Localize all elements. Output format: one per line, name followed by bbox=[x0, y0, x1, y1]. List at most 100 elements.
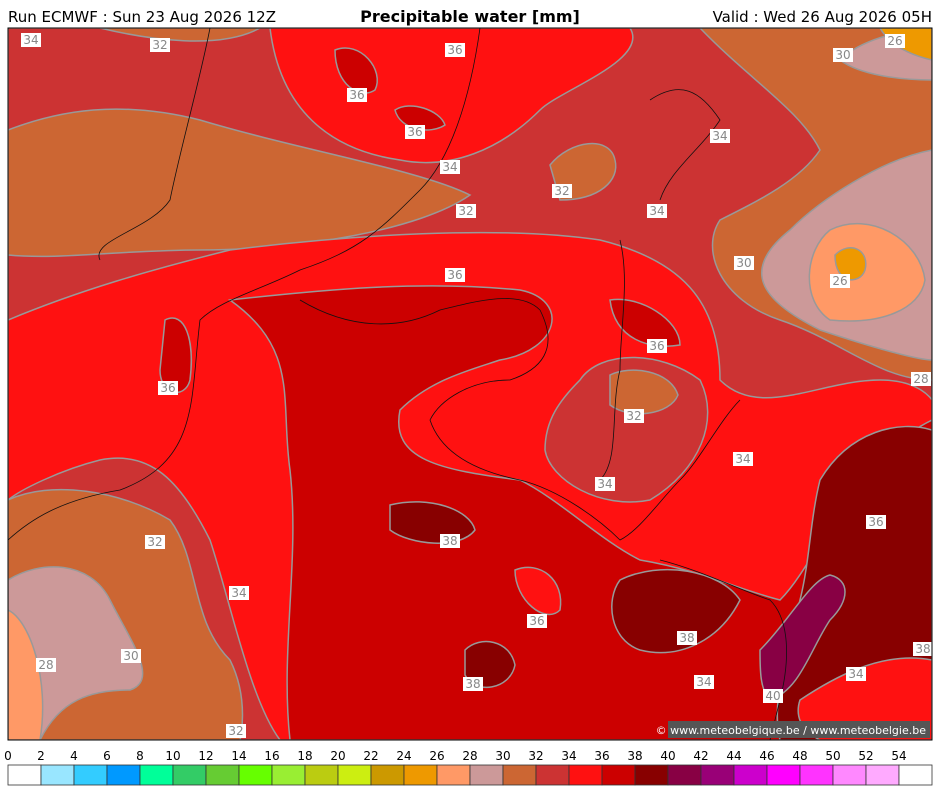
contour-label: 38 bbox=[465, 677, 480, 691]
contour-label-box bbox=[456, 204, 476, 218]
contour-label-box bbox=[647, 204, 667, 218]
map-title: Precipitable water [mm] bbox=[360, 7, 580, 26]
colorbar-box bbox=[766, 764, 801, 786]
map-frame bbox=[7, 27, 933, 741]
contour-label-box bbox=[36, 658, 56, 672]
contour-label-box bbox=[440, 534, 460, 548]
credit: © www.meteobelgique.be / www.meteobelgie… bbox=[656, 724, 927, 737]
colorbar-tick-label: 22 bbox=[363, 749, 378, 763]
colorbar-tick-label: 28 bbox=[462, 749, 477, 763]
contour-label: 36 bbox=[407, 125, 422, 139]
contour-label: 34 bbox=[696, 675, 711, 689]
contour-label: 34 bbox=[597, 477, 612, 491]
colorbar-tick-label: 24 bbox=[396, 749, 411, 763]
colorbar: 0 2 4 6 8 10 12 14 16 18 20 22 24 26 28 30 32 34 36 38 40 42 4… bbox=[4, 749, 933, 786]
colorbar-tick-label: 8 bbox=[136, 749, 144, 763]
colorbar-box bbox=[7, 764, 42, 786]
contour-label-box bbox=[347, 88, 367, 102]
colorbar-tick-label: 18 bbox=[297, 749, 312, 763]
colorbar-tick-label: 34 bbox=[561, 749, 576, 763]
contour-label-box bbox=[145, 535, 165, 549]
colorbar-tick-label: 26 bbox=[429, 749, 444, 763]
contour-label: 34 bbox=[442, 160, 457, 174]
contour-label-box bbox=[833, 48, 853, 62]
contour-label: 34 bbox=[23, 33, 38, 47]
contour-label: 26 bbox=[887, 34, 902, 48]
colorbar-box bbox=[568, 764, 603, 786]
contour-label-box bbox=[647, 339, 667, 353]
run-info: Run ECMWF : Sun 23 Aug 2026 12Z bbox=[8, 8, 276, 26]
colorbar-box bbox=[139, 764, 174, 786]
colorbar-tick-label: 12 bbox=[198, 749, 213, 763]
contour-label-box bbox=[552, 184, 572, 198]
map bbox=[8, 28, 932, 740]
contour-label: 30 bbox=[123, 649, 138, 663]
colorbar-box bbox=[40, 764, 75, 786]
contour-labels: 34 32 36 36 36 34 34 32 32 34 30 26 36 30 26 36 36 28 32 34… bbox=[21, 33, 933, 738]
contour-label-box bbox=[527, 614, 547, 628]
contour-label: 36 bbox=[447, 43, 462, 57]
contour-label: 30 bbox=[736, 256, 751, 270]
colorbar-tick-label: 52 bbox=[858, 749, 873, 763]
contour-label-box bbox=[624, 409, 644, 423]
contour-label: 36 bbox=[349, 88, 364, 102]
colorbar-tick-label: 38 bbox=[627, 749, 642, 763]
colorbar-box bbox=[172, 764, 207, 786]
contour-label: 36 bbox=[160, 381, 175, 395]
contour-label: 28 bbox=[913, 372, 928, 386]
colorbar-tick-label: 48 bbox=[792, 749, 807, 763]
contour-label: 28 bbox=[38, 658, 53, 672]
contour-label-box bbox=[710, 129, 730, 143]
colorbar-box bbox=[403, 764, 438, 786]
contour-label-box bbox=[733, 452, 753, 466]
colorbar-box bbox=[271, 764, 306, 786]
contour-label-box bbox=[911, 372, 931, 386]
colorbar-tick-label: 54 bbox=[891, 749, 906, 763]
colorbar-box bbox=[469, 764, 504, 786]
colorbar-box bbox=[799, 764, 834, 786]
contour-label-box bbox=[121, 649, 141, 663]
colorbar-box bbox=[238, 764, 273, 786]
contour-label-box bbox=[734, 256, 754, 270]
contour-label-box bbox=[913, 642, 933, 656]
contour-label-box bbox=[405, 125, 425, 139]
contour-label: 36 bbox=[529, 614, 544, 628]
colorbar-tick-label: 44 bbox=[726, 749, 741, 763]
colorbar-box bbox=[865, 764, 900, 786]
colorbar-box bbox=[898, 764, 933, 786]
contour-label: 38 bbox=[679, 631, 694, 645]
colorbar-box bbox=[304, 764, 339, 786]
borders bbox=[7, 27, 787, 741]
colorbar-tick-label: 36 bbox=[594, 749, 609, 763]
contour-label-box bbox=[158, 381, 178, 395]
contour-label: 32 bbox=[458, 204, 473, 218]
contour-label-box bbox=[846, 667, 866, 681]
contour-label: 32 bbox=[147, 535, 162, 549]
contour-label-box bbox=[150, 38, 170, 52]
contour-label: 36 bbox=[447, 268, 462, 282]
contour-label: 26 bbox=[832, 274, 847, 288]
colorbar-tick-label: 0 bbox=[4, 749, 12, 763]
colorbar-box bbox=[73, 764, 108, 786]
contour-label-box bbox=[866, 515, 886, 529]
contour-label: 36 bbox=[649, 339, 664, 353]
colorbar-tick-label: 46 bbox=[759, 749, 774, 763]
contour-label: 36 bbox=[868, 515, 883, 529]
colorbar-box bbox=[832, 764, 867, 786]
contour-label: 38 bbox=[915, 642, 930, 656]
colorbar-tick-label: 14 bbox=[231, 749, 246, 763]
contour-label-box bbox=[830, 274, 850, 288]
valid-info: Valid : Wed 26 Aug 2026 05H bbox=[713, 8, 932, 26]
colorbar-tick-label: 20 bbox=[330, 749, 345, 763]
contour-label: 32 bbox=[228, 724, 243, 738]
colorbar-tick-label: 16 bbox=[264, 749, 279, 763]
contour-label-box bbox=[445, 43, 465, 57]
contour-label: 34 bbox=[735, 452, 750, 466]
contour-label-box bbox=[885, 34, 905, 48]
colorbar-tick-label: 30 bbox=[495, 749, 510, 763]
colorbar-tick-label: 50 bbox=[825, 749, 840, 763]
colorbar-box bbox=[205, 764, 240, 786]
colorbar-box bbox=[700, 764, 735, 786]
contour-label: 40 bbox=[765, 689, 780, 703]
